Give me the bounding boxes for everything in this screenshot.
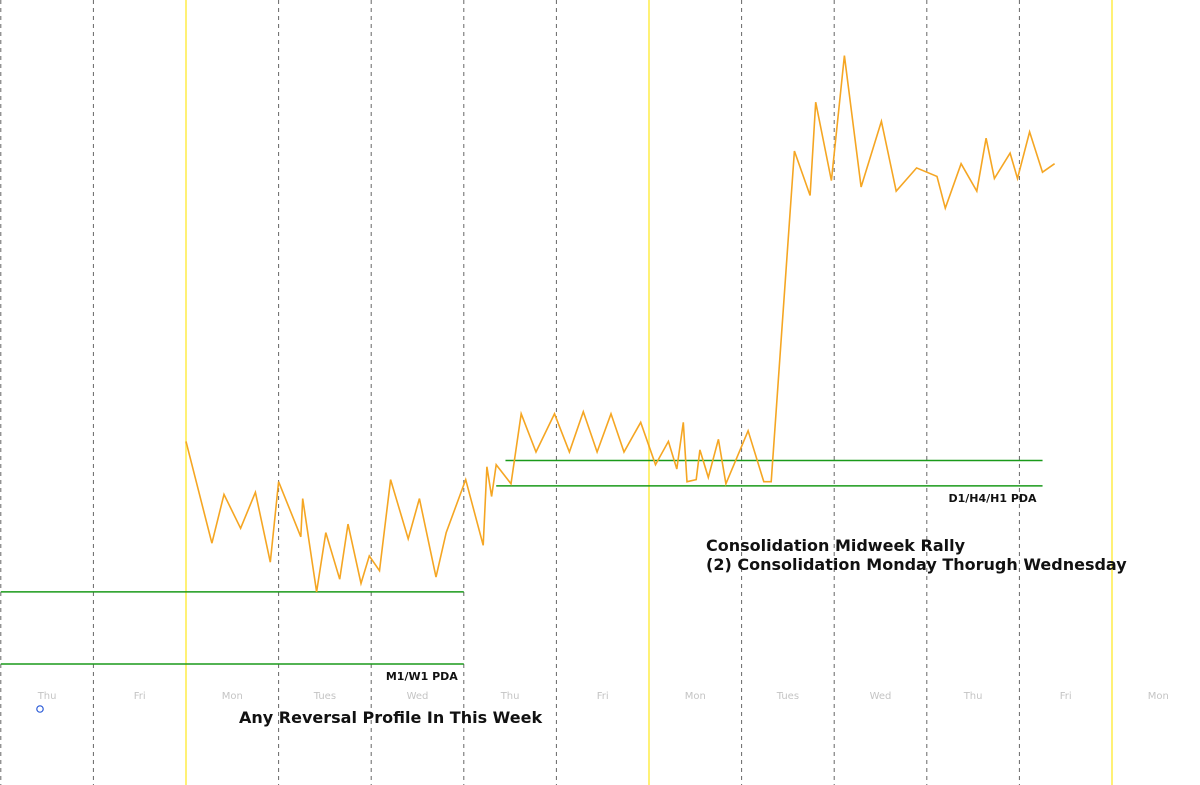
session-marker [36, 705, 44, 713]
level-label: M1/W1 PDA [386, 670, 458, 683]
x-tick-label: Mon [685, 691, 706, 702]
level-labels: D1/H4/H1 PDA M1/W1 PDA [386, 492, 1037, 683]
x-tick-label: Fri [597, 691, 609, 702]
price-series-line [185, 55, 1056, 593]
day-separators [0, 0, 1020, 785]
x-tick-label: Tues [313, 691, 336, 702]
x-tick-label: Wed [407, 691, 429, 702]
annotation-consolidation-midweek-rally: Consolidation Midweek Rally [706, 536, 966, 555]
x-axis-tick-labels: Thu Fri Mon Tues Wed Thu Fri Mon Tues Wed Thu Fri Mo… [37, 691, 1169, 702]
x-tick-label: Thu [37, 691, 57, 702]
level-label: D1/H4/H1 PDA [948, 492, 1037, 505]
annotation-any-reversal-profile: Any Reversal Profile In This Week [239, 708, 542, 727]
annotation-consolidation-monday-wednesday: (2) Consolidation Monday Thorugh Wednesd… [706, 555, 1127, 574]
x-tick-label: Fri [1060, 691, 1072, 702]
x-tick-label: Thu [963, 691, 983, 702]
x-tick-label: Mon [222, 691, 243, 702]
level-lines [0, 459, 1043, 665]
x-tick-label: Wed [870, 691, 892, 702]
week-separators [185, 0, 1113, 785]
x-tick-label: Fri [134, 691, 146, 702]
x-tick-label: Tues [776, 691, 799, 702]
x-tick-label: Mon [1148, 691, 1169, 702]
x-tick-label: Thu [500, 691, 520, 702]
price-series [185, 55, 1056, 593]
